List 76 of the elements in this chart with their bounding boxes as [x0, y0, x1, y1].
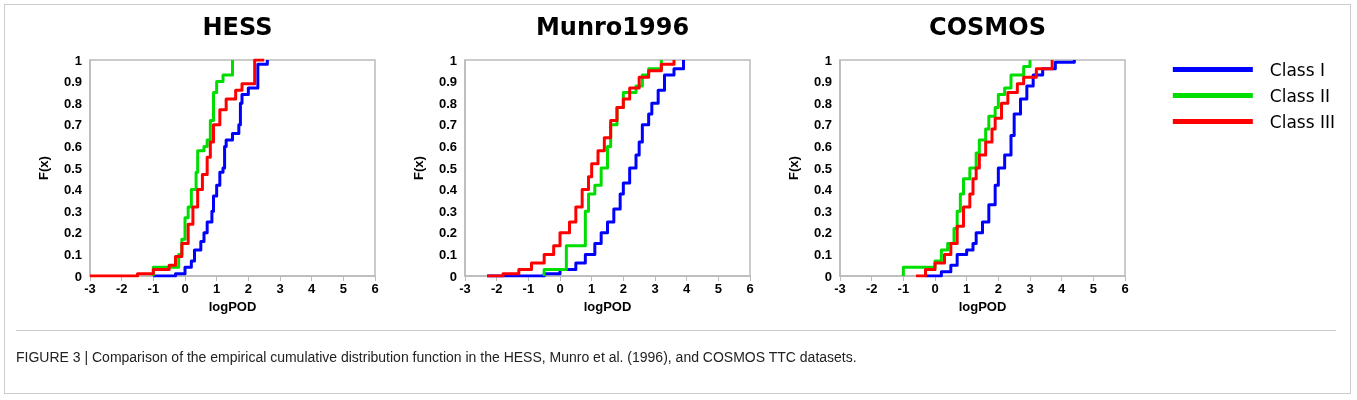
caption: FIGURE 3 | Comparison of the empirical cumulative distribution function in the HESS, Munro et al. (1996), and COSMOS TTC datasets.	[16, 349, 858, 365]
y-tick-label: 0	[449, 268, 457, 284]
y-axis-title: F(x)	[786, 156, 801, 180]
x-tick-label: 1	[588, 281, 596, 296]
x-tick-label: -3	[834, 281, 846, 296]
y-tick-label: 0.8	[63, 95, 82, 111]
y-tick-label: 0.9	[438, 74, 457, 90]
x-tick-label: 4	[683, 281, 692, 296]
x-tick-label: 5	[339, 281, 347, 296]
y-tick-label: 0.4	[63, 182, 83, 198]
y-tick-label: 0.2	[813, 225, 832, 241]
y-tick-label: 0.8	[813, 95, 832, 111]
x-tick-label: -1	[522, 281, 535, 296]
x-tick-label: 3	[276, 281, 284, 296]
x-tick-label: 1	[963, 281, 971, 296]
x-tick-label: 3	[1026, 281, 1034, 296]
x-tick-label: 4	[1058, 281, 1067, 296]
legend-label: Class III	[1269, 111, 1335, 132]
y-tick-label: 0.9	[63, 74, 82, 90]
y-tick-label: 0.7	[813, 117, 832, 133]
chart-title: HESS	[202, 13, 273, 41]
y-tick-label: 0.1	[813, 246, 832, 262]
x-tick-label: 1	[213, 281, 221, 296]
y-tick-label: 0	[824, 268, 832, 284]
x-tick-label: 6	[1121, 281, 1129, 296]
y-tick-label: 0	[74, 268, 82, 284]
y-tick-label: 0.4	[813, 182, 833, 198]
y-tick-label: 0.3	[63, 203, 82, 219]
legend-label: Class I	[1269, 59, 1325, 80]
x-tick-label: 0	[931, 281, 939, 296]
x-tick-label: -3	[459, 281, 471, 296]
y-axis-title: F(x)	[411, 156, 426, 180]
x-tick-label: 2	[244, 281, 252, 296]
y-tick-label: 0.3	[438, 203, 457, 219]
x-tick-label: 0	[556, 281, 564, 296]
y-tick-label: 0.9	[813, 74, 832, 90]
y-tick-label: 0.4	[438, 182, 458, 198]
y-tick-label: 1	[824, 52, 832, 68]
x-axis-title: logPOD	[958, 299, 1007, 314]
x-axis-title: logPOD	[583, 299, 632, 314]
x-tick-label: -2	[490, 281, 503, 296]
x-tick-label: 2	[994, 281, 1002, 296]
x-axis-title: logPOD	[208, 299, 257, 314]
chart-title: COSMOS	[929, 13, 1046, 41]
chart-title: Munro1996	[535, 13, 690, 41]
y-tick-label: 0.3	[813, 203, 832, 219]
y-tick-label: 0.6	[438, 138, 457, 154]
x-tick-label: 2	[619, 281, 627, 296]
y-tick-label: 0.6	[63, 138, 82, 154]
y-tick-label: 0.2	[438, 225, 457, 241]
x-tick-label: -2	[865, 281, 878, 296]
y-tick-label: 0.7	[438, 117, 457, 133]
x-tick-label: 5	[1089, 281, 1097, 296]
x-tick-label: 3	[651, 281, 659, 296]
y-tick-label: 1	[449, 52, 457, 68]
y-tick-label: 0.2	[63, 225, 82, 241]
x-tick-label: 6	[371, 281, 379, 296]
x-tick-label: -1	[147, 281, 160, 296]
x-tick-label: -3	[84, 281, 96, 296]
x-tick-label: -1	[897, 281, 910, 296]
x-tick-label: 5	[714, 281, 722, 296]
y-tick-label: 0.1	[63, 246, 82, 262]
x-tick-label: -2	[115, 281, 128, 296]
x-tick-label: 4	[308, 281, 317, 296]
y-tick-label: 0.1	[438, 246, 457, 262]
y-tick-label: 0.6	[813, 138, 832, 154]
y-tick-label: 0.5	[63, 160, 82, 176]
y-tick-label: 1	[74, 52, 82, 68]
y-axis-title: F(x)	[36, 156, 51, 180]
y-tick-label: 0.7	[63, 117, 82, 133]
y-tick-label: 0.5	[813, 160, 832, 176]
legend-label: Class II	[1269, 85, 1330, 106]
y-tick-label: 0.8	[438, 95, 457, 111]
x-tick-label: 0	[181, 281, 189, 296]
x-tick-label: 6	[746, 281, 754, 296]
y-tick-label: 0.5	[438, 160, 457, 176]
